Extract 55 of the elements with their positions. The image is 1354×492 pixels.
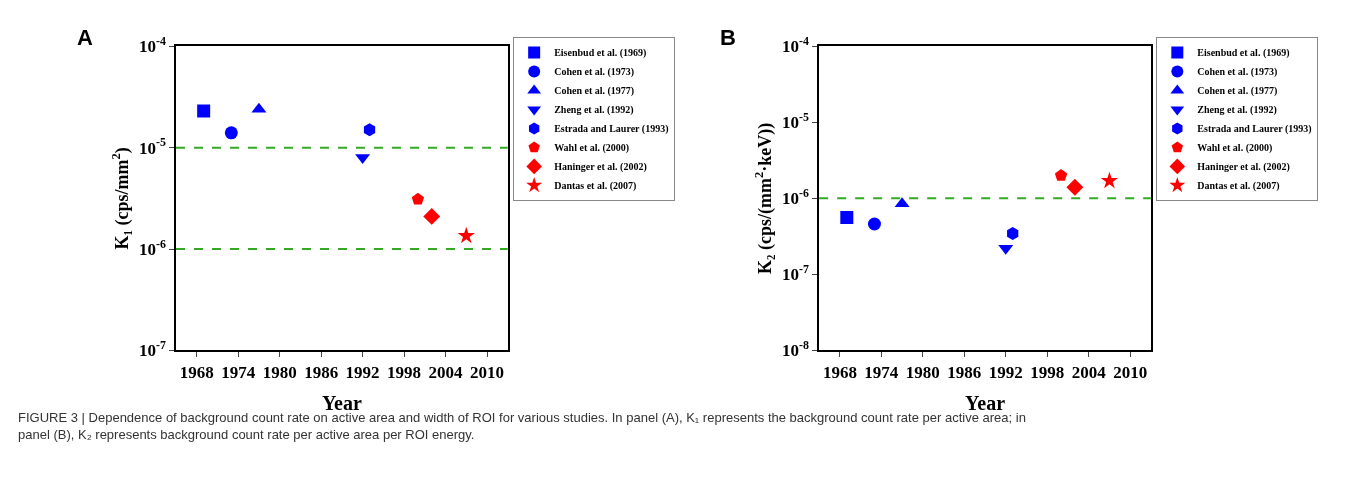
point xyxy=(197,104,211,118)
x-tick-label: 2004 xyxy=(428,362,464,382)
x-tick-label: 1980 xyxy=(905,362,940,382)
legend-label: Dantas et al. (2007) xyxy=(554,180,637,193)
legend-label: Wahl et al. (2000) xyxy=(554,142,630,155)
legend-label: Cohen et al. (1973) xyxy=(1197,66,1278,79)
y-tick-label: 10$^{-4}$ xyxy=(138,34,166,57)
legend-label: Dantas et al. (2007) xyxy=(1197,180,1280,193)
legend-label: Zheng et al. (1992) xyxy=(554,104,634,117)
point xyxy=(1100,171,1119,189)
legend-label: Eisenbud et al. (1969) xyxy=(554,47,647,60)
y-tick-label: 10$^{-7}$ xyxy=(782,262,810,285)
point xyxy=(1007,226,1019,240)
point xyxy=(867,217,881,231)
x-tick-label: 1992 xyxy=(988,362,1023,382)
x-tick-label: 1998 xyxy=(1030,362,1065,382)
legend-label: Estrada and Laurer (1993) xyxy=(1197,123,1312,136)
y-tick-label: 10$^{-6}$ xyxy=(138,236,166,259)
x-tick-label: 1998 xyxy=(387,362,422,382)
legend-label: Haninger et al. (2002) xyxy=(1197,161,1290,174)
point xyxy=(224,126,238,140)
x-tick-label: 2004 xyxy=(1071,362,1107,382)
x-tick-label: 1986 xyxy=(304,362,339,382)
y-tick-label: 10$^{-7}$ xyxy=(138,338,166,361)
legend-label: Cohen et al. (1977) xyxy=(1197,85,1278,98)
legend-label: Wahl et al. (2000) xyxy=(1197,142,1273,155)
x-tick-label: 1974 xyxy=(221,362,256,382)
legend-label: Estrada and Laurer (1993) xyxy=(554,123,669,136)
chart-title: B xyxy=(720,25,736,50)
x-tick-label: 1992 xyxy=(345,362,380,382)
y-tick-label: 10$^{-4}$ xyxy=(782,34,810,57)
x-tick-label: 2010 xyxy=(470,362,505,382)
point xyxy=(423,207,441,225)
point xyxy=(840,211,854,224)
x-tick-label: 1986 xyxy=(947,362,982,382)
point xyxy=(411,192,425,205)
point xyxy=(363,123,376,137)
point xyxy=(1054,168,1068,181)
x-tick-label: 1968 xyxy=(179,362,214,382)
legend-label: Eisenbud et al. (1969) xyxy=(1197,47,1290,60)
x-tick-label: 1974 xyxy=(864,362,899,382)
y-tick-label: 10$^{-8}$ xyxy=(782,338,810,361)
legend-label: Cohen et al. (1977) xyxy=(554,85,635,98)
point xyxy=(457,226,475,244)
legend-label: Haninger et al. (2002) xyxy=(554,161,647,174)
y-tick-label: 10$^{-5}$ xyxy=(782,110,810,133)
point xyxy=(1066,178,1084,196)
x-tick-label: 1968 xyxy=(822,362,857,382)
x-tick-label: 1980 xyxy=(262,362,297,382)
x-tick-label: 2010 xyxy=(1113,362,1148,382)
legend-label: Cohen et al. (1973) xyxy=(554,66,635,79)
y-tick-label: 10$^{-6}$ xyxy=(782,186,810,209)
legend-label: Zheng et al. (1992) xyxy=(1197,104,1277,117)
chart-title: A xyxy=(77,25,93,50)
y-tick-label: 10$^{-5}$ xyxy=(138,135,166,158)
